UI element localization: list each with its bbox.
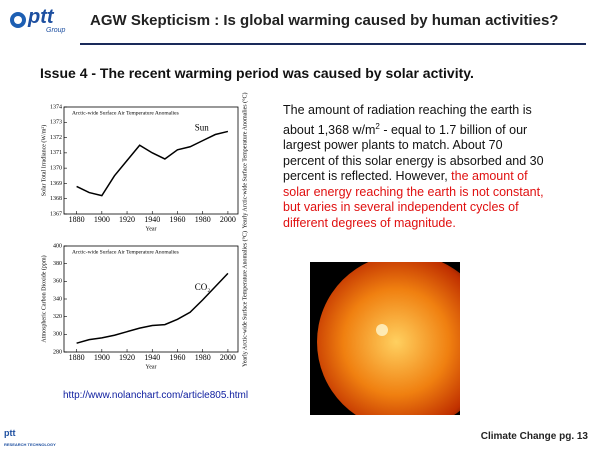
page-label: Climate Change pg. 13 bbox=[480, 431, 588, 442]
x-tick-label: 1960 bbox=[169, 215, 185, 224]
slide-title: AGW Skepticism : Is global warming cause… bbox=[90, 12, 559, 29]
x-tick-label: 1980 bbox=[195, 353, 211, 362]
y-tick-label: 300 bbox=[53, 332, 62, 338]
footer-logo-sub: RESEARCH TECHNOLOGY bbox=[4, 442, 56, 447]
x-tick-label: 1880 bbox=[69, 215, 85, 224]
body-text: The amount of radiation reaching the ear… bbox=[283, 103, 545, 231]
source-link[interactable]: http://www.nolanchart.com/article805.htm… bbox=[63, 390, 249, 401]
y-axis-label: Atmospheric Carbon Dioxide (ppm) bbox=[40, 255, 47, 342]
x-tick-label: 1940 bbox=[144, 353, 160, 362]
x-tick-label: 2000 bbox=[220, 353, 236, 362]
y-tick-label: 1374 bbox=[50, 104, 62, 110]
footer-logo-text: ptt bbox=[4, 428, 16, 438]
logo-text: ptt bbox=[28, 6, 54, 28]
series-line bbox=[76, 130, 229, 197]
y-tick-label: 1372 bbox=[50, 135, 62, 141]
y-tick-label: 1370 bbox=[50, 166, 62, 172]
y2-axis-label: Yearly Arctic-wide Surface Temperature A… bbox=[241, 231, 248, 367]
y-tick-label: 1373 bbox=[50, 120, 62, 126]
y2-axis-label: Yearly Arctic-wide Surface Temperature A… bbox=[241, 92, 248, 228]
x-axis-label: Year bbox=[145, 226, 156, 232]
y-tick-label: 380 bbox=[53, 261, 62, 267]
y-tick-label: 1368 bbox=[50, 196, 62, 202]
x-axis-label: Year bbox=[145, 364, 156, 370]
x-tick-label: 1900 bbox=[94, 215, 110, 224]
body-text-red: the amount of solar energy reaching the … bbox=[283, 169, 544, 230]
x-tick-label: 1880 bbox=[69, 353, 85, 362]
x-tick-label: 1940 bbox=[144, 215, 160, 224]
x-tick-label: 2000 bbox=[220, 215, 236, 224]
chart-title: Arctic-wide Surface Air Temperature Anom… bbox=[72, 109, 179, 116]
x-tick-label: 1920 bbox=[119, 353, 135, 362]
y-tick-label: 1369 bbox=[50, 181, 62, 187]
charts: 1367 1368 1369 1370 1371 1372 1373 1374 1880 1900… bbox=[40, 92, 248, 370]
x-tick-label: 1960 bbox=[169, 353, 185, 362]
y-tick-label: 360 bbox=[53, 279, 62, 285]
title-rule bbox=[80, 43, 586, 45]
y-tick-label: 340 bbox=[53, 296, 62, 302]
body-sup: 2 bbox=[375, 121, 380, 131]
plot-frame bbox=[63, 106, 239, 215]
body-text-1: The amount of radiation reaching the ear… bbox=[283, 103, 532, 137]
y-tick-label: 400 bbox=[53, 243, 62, 249]
y-axis-label: Solar Total Irradiance (W/m²) bbox=[40, 125, 47, 196]
logo: ptt Group bbox=[8, 6, 66, 36]
logo-icon bbox=[10, 12, 26, 28]
series-label: CO₂ bbox=[195, 282, 211, 292]
y-tick-label: 1367 bbox=[50, 211, 62, 217]
series-label: Sun bbox=[195, 123, 210, 133]
sun-image bbox=[310, 262, 460, 415]
x-tick-label: 1980 bbox=[195, 215, 211, 224]
body-text-2: - equal to 1.7 billion of our largest po… bbox=[283, 122, 544, 184]
logo-sub: Group bbox=[46, 27, 66, 34]
footer-logo: ptt RESEARCH TECHNOLOGY bbox=[4, 428, 56, 448]
x-tick-label: 1900 bbox=[94, 353, 110, 362]
plot-frame bbox=[63, 245, 239, 353]
chart-title: Arctic-wide Surface Air Temperature Anom… bbox=[72, 248, 179, 255]
y-tick-label: 1371 bbox=[50, 150, 62, 156]
y-tick-label: 320 bbox=[53, 314, 62, 320]
y-tick-label: 280 bbox=[53, 349, 62, 355]
x-tick-label: 1920 bbox=[119, 215, 135, 224]
series-line bbox=[76, 272, 229, 344]
subtitle: Issue 4 - The recent warming period was … bbox=[40, 65, 474, 81]
